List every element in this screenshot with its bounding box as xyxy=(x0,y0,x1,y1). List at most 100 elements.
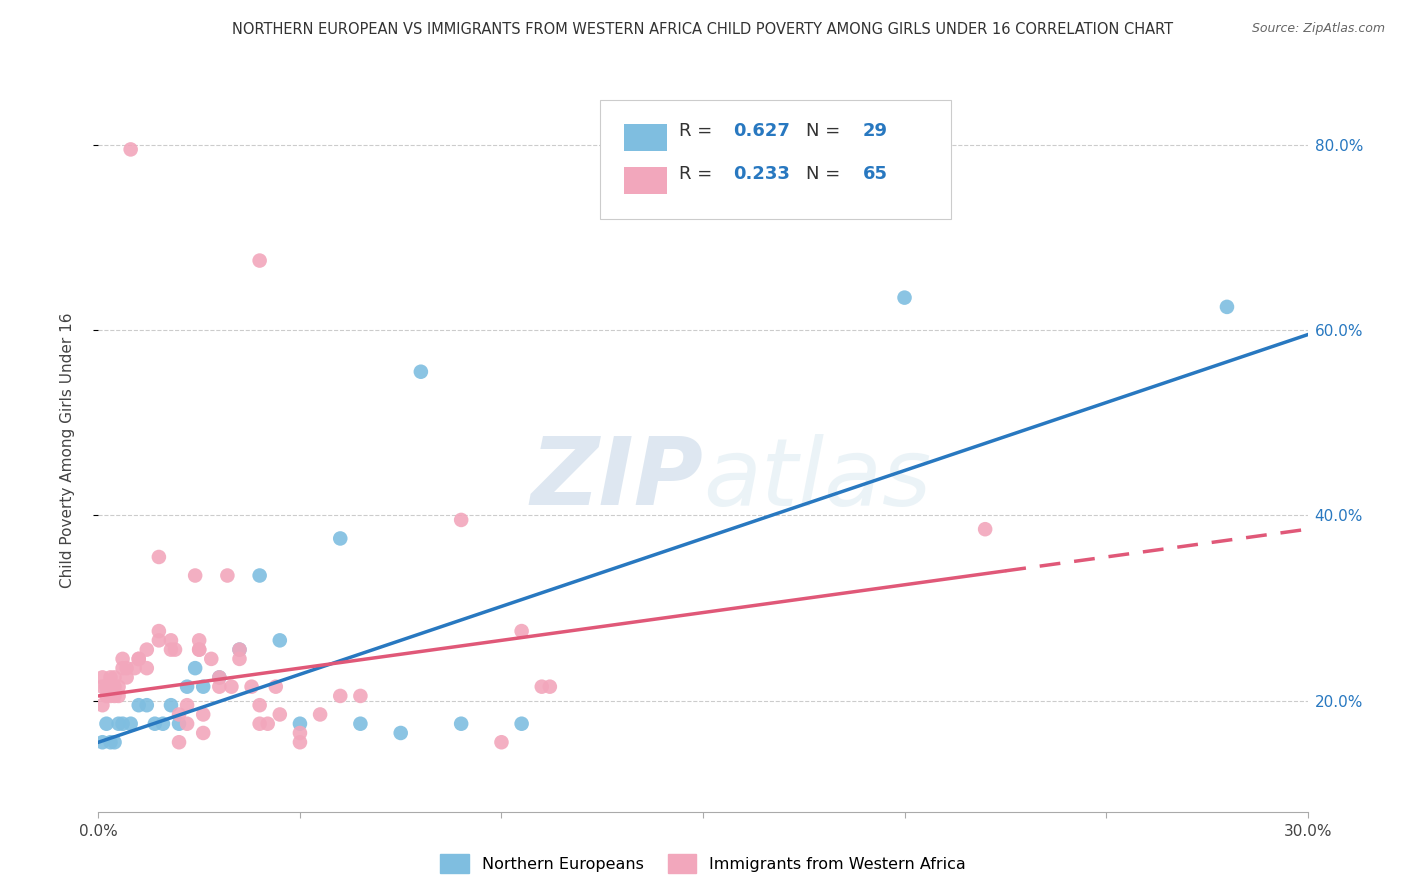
Point xyxy=(269,633,291,648)
Legend: Northern Europeans, Immigrants from Western Africa: Northern Europeans, Immigrants from West… xyxy=(434,847,972,880)
Point xyxy=(120,142,142,157)
Point xyxy=(100,670,122,684)
Point xyxy=(91,698,114,713)
Point xyxy=(163,642,186,657)
Point xyxy=(510,716,533,731)
Point xyxy=(167,707,190,722)
Text: Source: ZipAtlas.com: Source: ZipAtlas.com xyxy=(1251,22,1385,36)
Text: atlas: atlas xyxy=(703,434,931,524)
FancyBboxPatch shape xyxy=(600,100,950,219)
Point xyxy=(148,633,170,648)
Point xyxy=(288,716,311,731)
Point xyxy=(188,642,211,657)
Point xyxy=(128,652,150,666)
Point xyxy=(530,680,553,694)
FancyBboxPatch shape xyxy=(624,167,666,194)
Point xyxy=(167,716,190,731)
Point xyxy=(124,661,146,675)
Point xyxy=(96,680,118,694)
Point xyxy=(100,689,122,703)
Point xyxy=(103,670,125,684)
Point xyxy=(188,633,211,648)
Point xyxy=(135,642,157,657)
Point xyxy=(409,365,432,379)
Text: R =: R = xyxy=(679,165,718,184)
Point xyxy=(240,680,263,694)
Text: 0.233: 0.233 xyxy=(734,165,790,184)
Point xyxy=(128,652,150,666)
Point xyxy=(91,735,114,749)
Point xyxy=(208,680,231,694)
Point xyxy=(208,670,231,684)
Point xyxy=(167,735,190,749)
Text: 0.627: 0.627 xyxy=(734,122,790,140)
Point xyxy=(309,707,332,722)
Point xyxy=(103,680,125,694)
Point xyxy=(288,735,311,749)
Point xyxy=(107,680,129,694)
Point xyxy=(111,652,134,666)
Point xyxy=(389,726,412,740)
Point xyxy=(329,532,352,546)
Point xyxy=(228,642,250,657)
Point xyxy=(249,716,271,731)
Point xyxy=(249,253,271,268)
Point xyxy=(349,689,371,703)
Point xyxy=(256,716,278,731)
Point xyxy=(538,680,561,694)
Point xyxy=(450,513,472,527)
Point xyxy=(176,680,198,694)
Point xyxy=(96,689,118,703)
Point xyxy=(135,661,157,675)
Point xyxy=(193,726,215,740)
Point xyxy=(143,716,166,731)
Point xyxy=(115,661,138,675)
Point xyxy=(184,661,207,675)
Point xyxy=(176,698,198,713)
Point xyxy=(200,652,222,666)
Point xyxy=(107,716,129,731)
Point xyxy=(152,716,174,731)
Point xyxy=(269,707,291,722)
Text: ZIP: ZIP xyxy=(530,434,703,525)
Point xyxy=(103,735,125,749)
Point xyxy=(107,689,129,703)
Point xyxy=(510,624,533,639)
Point xyxy=(288,726,311,740)
Point xyxy=(91,680,114,694)
Y-axis label: Child Poverty Among Girls Under 16: Child Poverty Among Girls Under 16 xyxy=(60,313,75,588)
Point xyxy=(160,642,183,657)
Point xyxy=(193,680,215,694)
Point xyxy=(329,689,352,703)
Point xyxy=(1216,300,1239,314)
Point xyxy=(491,735,513,749)
Point xyxy=(228,642,250,657)
Text: 65: 65 xyxy=(863,165,887,184)
Point xyxy=(111,716,134,731)
Point xyxy=(217,568,239,582)
Point xyxy=(264,680,287,694)
Point xyxy=(176,716,198,731)
Text: R =: R = xyxy=(679,122,718,140)
FancyBboxPatch shape xyxy=(624,123,666,151)
Point xyxy=(160,633,183,648)
Point xyxy=(249,568,271,582)
Point xyxy=(208,670,231,684)
Point xyxy=(188,642,211,657)
Point xyxy=(148,624,170,639)
Text: N =: N = xyxy=(806,165,846,184)
Point xyxy=(193,707,215,722)
Point xyxy=(120,716,142,731)
Point xyxy=(111,661,134,675)
Point xyxy=(115,670,138,684)
Point xyxy=(974,522,997,536)
Text: N =: N = xyxy=(806,122,846,140)
Text: NORTHERN EUROPEAN VS IMMIGRANTS FROM WESTERN AFRICA CHILD POVERTY AMONG GIRLS UN: NORTHERN EUROPEAN VS IMMIGRANTS FROM WES… xyxy=(232,22,1174,37)
Point xyxy=(100,735,122,749)
Text: 29: 29 xyxy=(863,122,887,140)
Point xyxy=(450,716,472,731)
Point xyxy=(221,680,243,694)
Point xyxy=(349,716,371,731)
Point xyxy=(893,291,915,305)
Point xyxy=(128,698,150,713)
